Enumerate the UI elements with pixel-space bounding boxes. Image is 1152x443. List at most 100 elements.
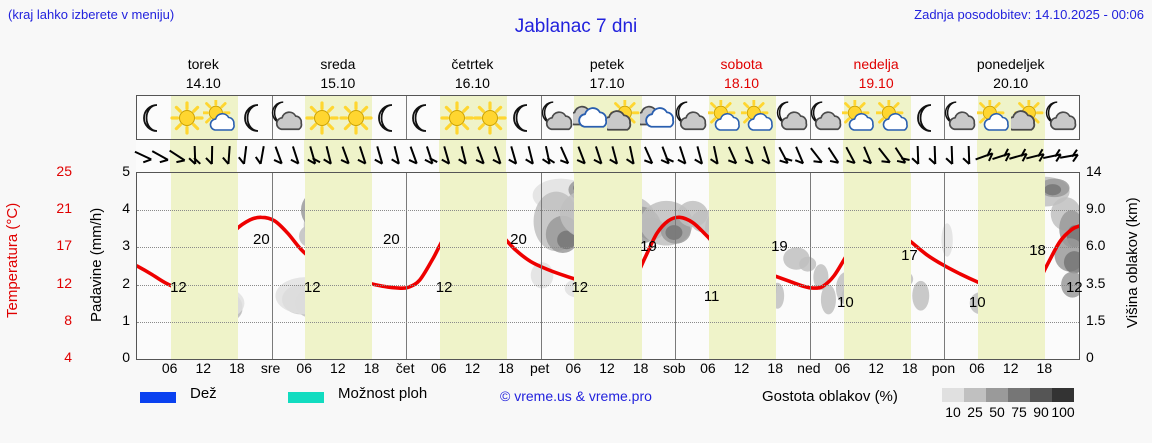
day-date: 20.10 xyxy=(993,75,1029,91)
sun-icon xyxy=(472,100,508,136)
precipitation-tick-0: 0 xyxy=(122,349,130,365)
cloud-height-axis-title: Višina oblakov (km) xyxy=(1124,197,1141,328)
wind-barb xyxy=(516,142,546,170)
wind-barb xyxy=(1055,142,1085,170)
sun-cloud-blue-icon xyxy=(705,98,744,136)
wind-barb xyxy=(752,142,782,170)
cloud-density-ramp-step xyxy=(1030,388,1052,402)
temperature-min-label: 11 xyxy=(703,288,720,306)
x-tick-čet-7: čet xyxy=(395,360,415,376)
x-tick-06-16: 06 xyxy=(700,360,716,376)
wind-barb xyxy=(853,142,883,170)
x-tick-sre-3: sre xyxy=(260,360,281,376)
x-tick-pet-11: pet xyxy=(529,360,550,376)
wind-barb xyxy=(987,142,1017,170)
day-header-sreda: sreda 15.10 xyxy=(271,55,406,93)
x-tick-18-26: 18 xyxy=(1036,360,1053,376)
x-tick-12-13: 12 xyxy=(599,360,615,376)
day-header-row: torek 14.10 sreda 15.10 četrtek 16.10 petek 17.… xyxy=(136,55,1080,95)
day-separator xyxy=(675,96,677,139)
day-separator xyxy=(540,96,542,139)
day-name: nedelja xyxy=(853,56,899,72)
cloud-blue-icon xyxy=(635,100,676,136)
day-name: ponedeljek xyxy=(976,56,1045,72)
rain-legend-label: Dež xyxy=(190,385,217,402)
day-header-četrtek: četrtek 16.10 xyxy=(405,55,540,93)
wind-barb xyxy=(550,142,580,170)
day-separator xyxy=(809,173,811,359)
cloud-height-tick-0: 0 xyxy=(1086,349,1094,365)
moon-icon xyxy=(136,100,172,136)
daytime-band xyxy=(707,140,776,172)
wind-barb xyxy=(685,142,715,170)
temperature-min-label: 10 xyxy=(837,293,854,311)
wind-barb xyxy=(785,142,815,170)
temperature-tick-4: 4 xyxy=(64,349,72,365)
temperature-max-label: 18 xyxy=(1029,241,1046,259)
precipitation-tick-1: 1 xyxy=(122,311,130,328)
wind-barb xyxy=(651,142,681,170)
x-tick-12-9: 12 xyxy=(464,360,481,376)
wind-barb xyxy=(432,142,462,170)
day-date: 14.10 xyxy=(185,75,221,91)
x-tick-18-18: 18 xyxy=(767,360,783,376)
precipitation-tick-5: 5 xyxy=(122,163,130,179)
moon-cloud-icon xyxy=(674,100,710,136)
cloud-density-blob xyxy=(1044,184,1062,196)
wind-barb xyxy=(415,142,445,170)
day-name: petek xyxy=(589,56,625,72)
wind-barb xyxy=(1021,142,1051,170)
temperature-max-label: 20 xyxy=(510,230,527,248)
precipitation-tick-4: 4 xyxy=(122,200,130,217)
showers-legend-swatch xyxy=(288,392,324,403)
day-date: 19.10 xyxy=(858,75,894,91)
moon-cloud-icon xyxy=(540,100,576,136)
cloud-density-ramp-labels: 10 25 50 75 90 100 xyxy=(930,404,1090,422)
temperature-max-label: 19 xyxy=(640,238,657,256)
wind-barb xyxy=(129,142,159,170)
daytime-band xyxy=(978,173,1046,359)
moon-cloud-icon xyxy=(943,100,979,136)
wind-barb xyxy=(870,142,900,170)
day-header-nedelja: nedelja 19.10 xyxy=(809,55,944,93)
cloud-density-tick-25: 25 xyxy=(967,404,983,420)
day-separator xyxy=(406,96,408,139)
x-tick-pon-23: pon xyxy=(931,360,956,376)
wind-barb xyxy=(718,142,748,170)
wind-barb xyxy=(382,142,412,170)
moon-cloud-icon xyxy=(809,100,845,136)
wind-barb xyxy=(735,142,765,170)
wind-barb xyxy=(1004,142,1034,170)
daytime-band xyxy=(304,140,372,172)
cloud-density-blob xyxy=(912,280,930,311)
x-axis-tick-row: 06 12 18 sre 06 12 18 čet 06 12 18 pet 06 12 18 sob 06 12… xyxy=(136,360,1080,380)
wind-barb xyxy=(314,142,344,170)
wind-barb xyxy=(499,142,529,170)
wind-barb xyxy=(483,142,513,170)
x-tick-12-1: 12 xyxy=(195,360,212,376)
wind-barb xyxy=(449,142,479,170)
day-separator xyxy=(406,173,408,359)
wind-barb xyxy=(1038,142,1068,170)
cloud-density-tick-10: 10 xyxy=(945,404,961,420)
day-date: 18.10 xyxy=(724,75,760,91)
wind-barb xyxy=(701,142,731,170)
copyright-link[interactable]: © vreme.us & vreme.pro xyxy=(500,388,652,404)
wind-barb xyxy=(365,142,395,170)
moon-icon xyxy=(371,100,407,136)
cloud-height-tick-6.0: 6.0 xyxy=(1086,237,1106,254)
wind-barb xyxy=(954,142,984,170)
day-header-ponedeljek: ponedeljek 20.10 xyxy=(943,55,1078,93)
day-date: 16.10 xyxy=(454,75,490,91)
temperature-tick-17: 17 xyxy=(56,237,72,254)
temperature-tick-12: 12 xyxy=(56,274,72,291)
wind-barb xyxy=(163,142,193,170)
cloud-height-tick-3.5: 3.5 xyxy=(1086,274,1106,291)
x-tick-06-12: 06 xyxy=(565,360,582,376)
day-header-sobota: sobota 18.10 xyxy=(674,55,809,93)
moon-cloud-icon xyxy=(270,100,306,136)
sun-cloud-blue-icon xyxy=(840,98,878,136)
temperature-min-label: 10 xyxy=(968,293,986,311)
cloud-density-ramp-step xyxy=(1052,388,1074,402)
wind-barb xyxy=(802,142,832,170)
